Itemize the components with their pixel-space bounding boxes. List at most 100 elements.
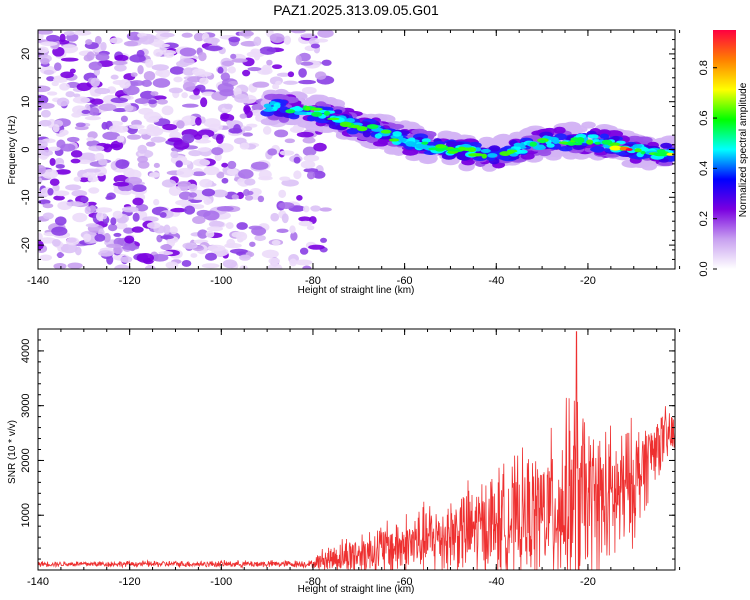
noise-blob	[136, 252, 155, 263]
noise-blob	[159, 211, 167, 218]
noise-blob	[283, 80, 299, 85]
colorbar-gradient	[713, 30, 736, 269]
noise-blob	[220, 112, 230, 120]
signal-blob	[388, 138, 400, 142]
x-tick-label: -80	[305, 275, 321, 287]
noise-blob	[73, 30, 92, 36]
signal-blob	[558, 141, 569, 144]
noise-blob	[278, 189, 287, 198]
signal-blob	[660, 142, 673, 149]
noise-blob	[203, 166, 220, 176]
noise-blob	[42, 212, 54, 220]
signal-blob	[474, 147, 482, 152]
y-tick-label: -10	[20, 189, 32, 205]
noise-blob	[152, 78, 171, 88]
noise-blob	[40, 41, 58, 47]
noise-blob	[48, 146, 61, 151]
noise-blob	[271, 239, 281, 246]
signal-blob	[632, 144, 643, 149]
noise-blob	[319, 207, 332, 212]
noise-blob	[150, 136, 166, 143]
noise-blob	[182, 242, 198, 250]
noise-blob	[53, 195, 65, 201]
signal-blob	[575, 133, 587, 139]
noise-blob	[300, 61, 314, 66]
signal-blob	[266, 106, 274, 110]
noise-blob	[73, 176, 82, 182]
noise-blob	[52, 124, 60, 133]
noise-blob	[302, 205, 310, 213]
noise-blob	[217, 83, 234, 93]
noise-blob	[49, 178, 60, 186]
noise-blob	[237, 237, 244, 243]
noise-blob	[302, 137, 316, 144]
signal-blob	[447, 148, 461, 152]
signal-blob	[553, 126, 566, 135]
x-tick-label: -140	[27, 576, 49, 588]
noise-blob	[238, 30, 254, 37]
signal-blob	[380, 129, 392, 134]
signal-blob	[362, 130, 371, 138]
noise-blob	[189, 94, 201, 100]
noise-blob	[310, 43, 320, 49]
noise-blob	[87, 131, 98, 139]
noise-blob	[203, 37, 220, 44]
noise-blob	[306, 225, 315, 231]
noise-blob	[55, 164, 65, 169]
noise-blob	[60, 143, 76, 152]
noise-blob	[40, 109, 51, 118]
noise-blob	[296, 195, 303, 201]
noise-blob	[243, 104, 251, 114]
noise-blob	[60, 71, 74, 79]
noise-blob	[249, 241, 256, 247]
snr-xlabel: Height of straight line (km)	[298, 584, 415, 595]
noise-blob	[59, 83, 70, 91]
noise-blob	[164, 52, 175, 58]
figure-title: PAZ1.2025.313.09.05.G01	[273, 2, 439, 18]
noise-blob	[253, 36, 262, 47]
noise-blob	[94, 233, 106, 242]
noise-blob	[56, 252, 65, 258]
noise-blob	[71, 190, 88, 197]
noise-blob	[129, 54, 146, 63]
noise-blob	[181, 159, 191, 166]
noise-blob	[279, 150, 295, 156]
noise-blob	[299, 247, 309, 255]
noise-blob	[145, 141, 156, 147]
noise-blob	[321, 59, 332, 66]
noise-blob	[201, 188, 216, 197]
noise-blob	[56, 97, 70, 107]
noise-blob	[88, 107, 100, 116]
noise-blob	[181, 103, 199, 108]
noise-blob	[227, 66, 236, 74]
noise-blob	[295, 54, 302, 65]
signal-peak-blob	[609, 145, 622, 151]
noise-blob	[40, 149, 53, 156]
noise-blob	[169, 226, 178, 235]
noise-blob	[162, 123, 178, 131]
noise-blob	[266, 59, 273, 66]
colorbar-tick-label: 0.8	[698, 60, 710, 75]
noise-blob	[103, 232, 111, 243]
noise-blob	[113, 232, 122, 237]
noise-blob	[161, 179, 177, 188]
noise-blob	[317, 30, 334, 38]
noise-blob	[276, 72, 291, 77]
noise-blob	[46, 76, 56, 82]
noise-blob	[221, 162, 228, 168]
noise-blob	[146, 222, 161, 229]
x-tick-label: -60	[397, 576, 413, 588]
noise-blob	[182, 81, 196, 92]
noise-blob	[176, 120, 185, 129]
noise-blob	[193, 88, 200, 96]
noise-blob	[248, 225, 263, 230]
x-tick-label: -120	[119, 275, 141, 287]
noise-blob	[242, 132, 253, 137]
noise-blob	[223, 103, 233, 110]
noise-blob	[160, 235, 174, 240]
noise-blob	[60, 57, 79, 62]
signal-blob	[599, 133, 610, 139]
noise-blob	[98, 250, 115, 257]
noise-blob	[274, 129, 289, 138]
signal-blob	[532, 145, 546, 151]
